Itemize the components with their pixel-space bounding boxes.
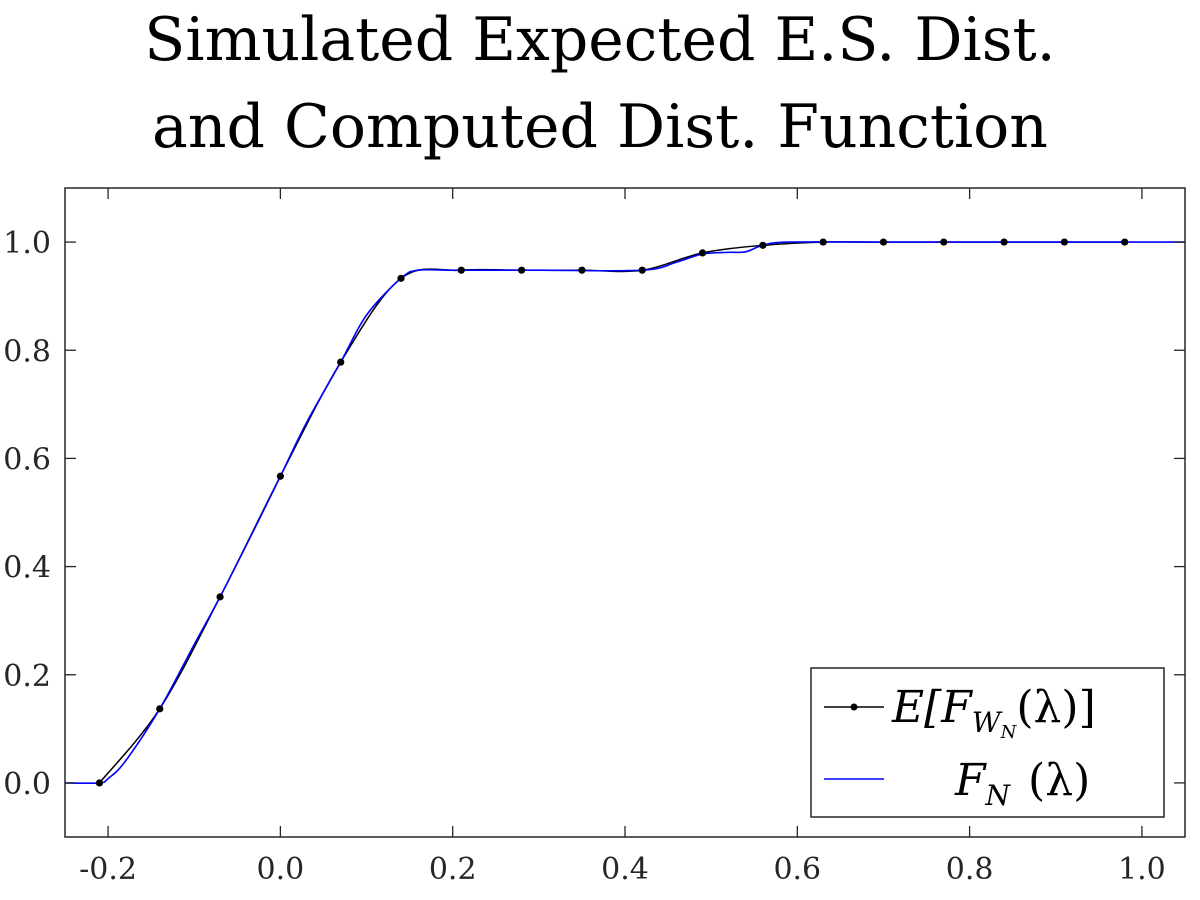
- legend-label-expected-tail: (λ)]: [1016, 682, 1095, 733]
- y-tick-label: 0.8: [3, 334, 51, 369]
- data-point-expected: [819, 238, 827, 246]
- x-tick-label: 0.6: [773, 852, 821, 887]
- y-tick-label: 0.2: [3, 659, 51, 694]
- legend: E[FWN(λ)] FN (λ): [810, 667, 1165, 818]
- data-point-expected: [940, 238, 948, 246]
- legend-label-computed: FN (λ): [954, 755, 1090, 812]
- legend-label-computed-tail: (λ): [1028, 755, 1090, 806]
- data-point-expected: [759, 241, 767, 249]
- legend-marker-expected: [850, 703, 858, 711]
- data-point-expected: [216, 593, 224, 601]
- y-tick-label: 1.0: [3, 226, 51, 261]
- y-tick-label: 0.0: [3, 767, 51, 802]
- data-point-expected: [1000, 238, 1008, 246]
- data-point-expected: [397, 274, 405, 282]
- data-point-expected: [1060, 238, 1068, 246]
- data-point-expected: [879, 238, 888, 246]
- x-tick-label: 0.0: [257, 852, 305, 887]
- data-point-expected: [337, 358, 345, 366]
- legend-label-expected-subsub: N: [1000, 722, 1018, 743]
- x-tick-label: 0.4: [601, 852, 649, 887]
- data-point-expected: [156, 705, 164, 713]
- y-tick-label: 0.4: [3, 551, 51, 586]
- data-point-expected: [1121, 238, 1129, 246]
- legend-box: [810, 667, 1165, 818]
- chart-title-line-1: Simulated Expected E.S. Dist.: [144, 5, 1056, 75]
- series-computed-line: [64, 241, 1185, 785]
- data-point-expected: [95, 779, 104, 787]
- plot-area: [64, 238, 1185, 787]
- y-tick-label: 0.6: [3, 442, 51, 477]
- legend-label-expected-main: E[F: [891, 682, 973, 733]
- data-point-expected: [518, 266, 526, 274]
- legend-label-computed-main: F: [954, 755, 987, 806]
- legend-label-computed-sub: N: [985, 779, 1012, 812]
- legend-label-expected: E[FWN(λ)]: [891, 682, 1096, 743]
- data-point-expected: [457, 266, 465, 274]
- data-point-expected: [638, 266, 646, 274]
- data-point-expected: [698, 249, 707, 257]
- chart-title-line-2: and Computed Dist. Function: [152, 92, 1048, 162]
- legend-label-expected-sub: W: [972, 706, 1003, 739]
- x-tick-label: 0.2: [429, 852, 477, 887]
- x-tick-label: -0.2: [79, 852, 137, 887]
- x-tick-label: 0.8: [946, 852, 994, 887]
- axes: -0.2 0.0 0.2 0.4 0.6 0.8 1.0 0.0 0.2 0.4 0.6 0.8 1.0: [3, 187, 1186, 887]
- data-point-expected: [276, 472, 284, 480]
- x-tick-label: 1.0: [1118, 852, 1166, 887]
- data-point-expected: [578, 266, 586, 274]
